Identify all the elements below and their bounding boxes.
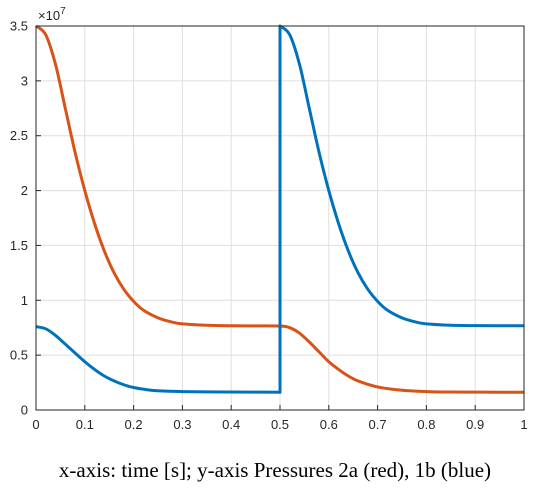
x-tick-label: 0.5 <box>271 417 289 432</box>
x-tick-label: 0.4 <box>222 417 240 432</box>
x-tick-label: 0.6 <box>320 417 338 432</box>
series-line-red <box>34 24 524 394</box>
series-lines <box>34 24 524 394</box>
y-tick-label: 2 <box>21 183 28 198</box>
figure-caption: x-axis: time [s]; y-axis Pressures 2a (r… <box>58 458 492 482</box>
x-tick-label: 0.7 <box>369 417 387 432</box>
x-tick-label: 0.2 <box>125 417 143 432</box>
y-tick-label: 3 <box>21 73 28 88</box>
axis-ticks: 0 0.1 0.2 0.3 0.4 0.5 0.6 0.7 0.8 0.9 1 0 0.5 1 1.5 2 2.… <box>10 19 528 433</box>
y-tick-label: 1 <box>21 293 28 308</box>
y-exponent-label: ×107 <box>38 6 66 23</box>
x-tick-label: 1 <box>520 417 527 432</box>
x-tick-label: 0 <box>32 417 39 432</box>
y-tick-label: 1.5 <box>10 238 28 253</box>
x-tick-label: 0.9 <box>466 417 484 432</box>
y-exponent-power: 7 <box>60 6 66 17</box>
x-tick-label: 0.8 <box>417 417 435 432</box>
y-exponent-base: ×10 <box>38 8 60 23</box>
y-tick-label: 0 <box>21 403 28 418</box>
pressure-line-chart: 0 0.1 0.2 0.3 0.4 0.5 0.6 0.7 0.8 0.9 1 0 0.5 1 1.5 2 2.… <box>10 6 528 433</box>
series-line-blue <box>35 24 524 394</box>
y-tick-label: 2.5 <box>10 128 28 143</box>
x-tick-label: 0.1 <box>76 417 94 432</box>
y-tick-label: 0.5 <box>10 348 28 363</box>
y-tick-label: 3.5 <box>10 19 28 34</box>
x-tick-label: 0.3 <box>173 417 191 432</box>
